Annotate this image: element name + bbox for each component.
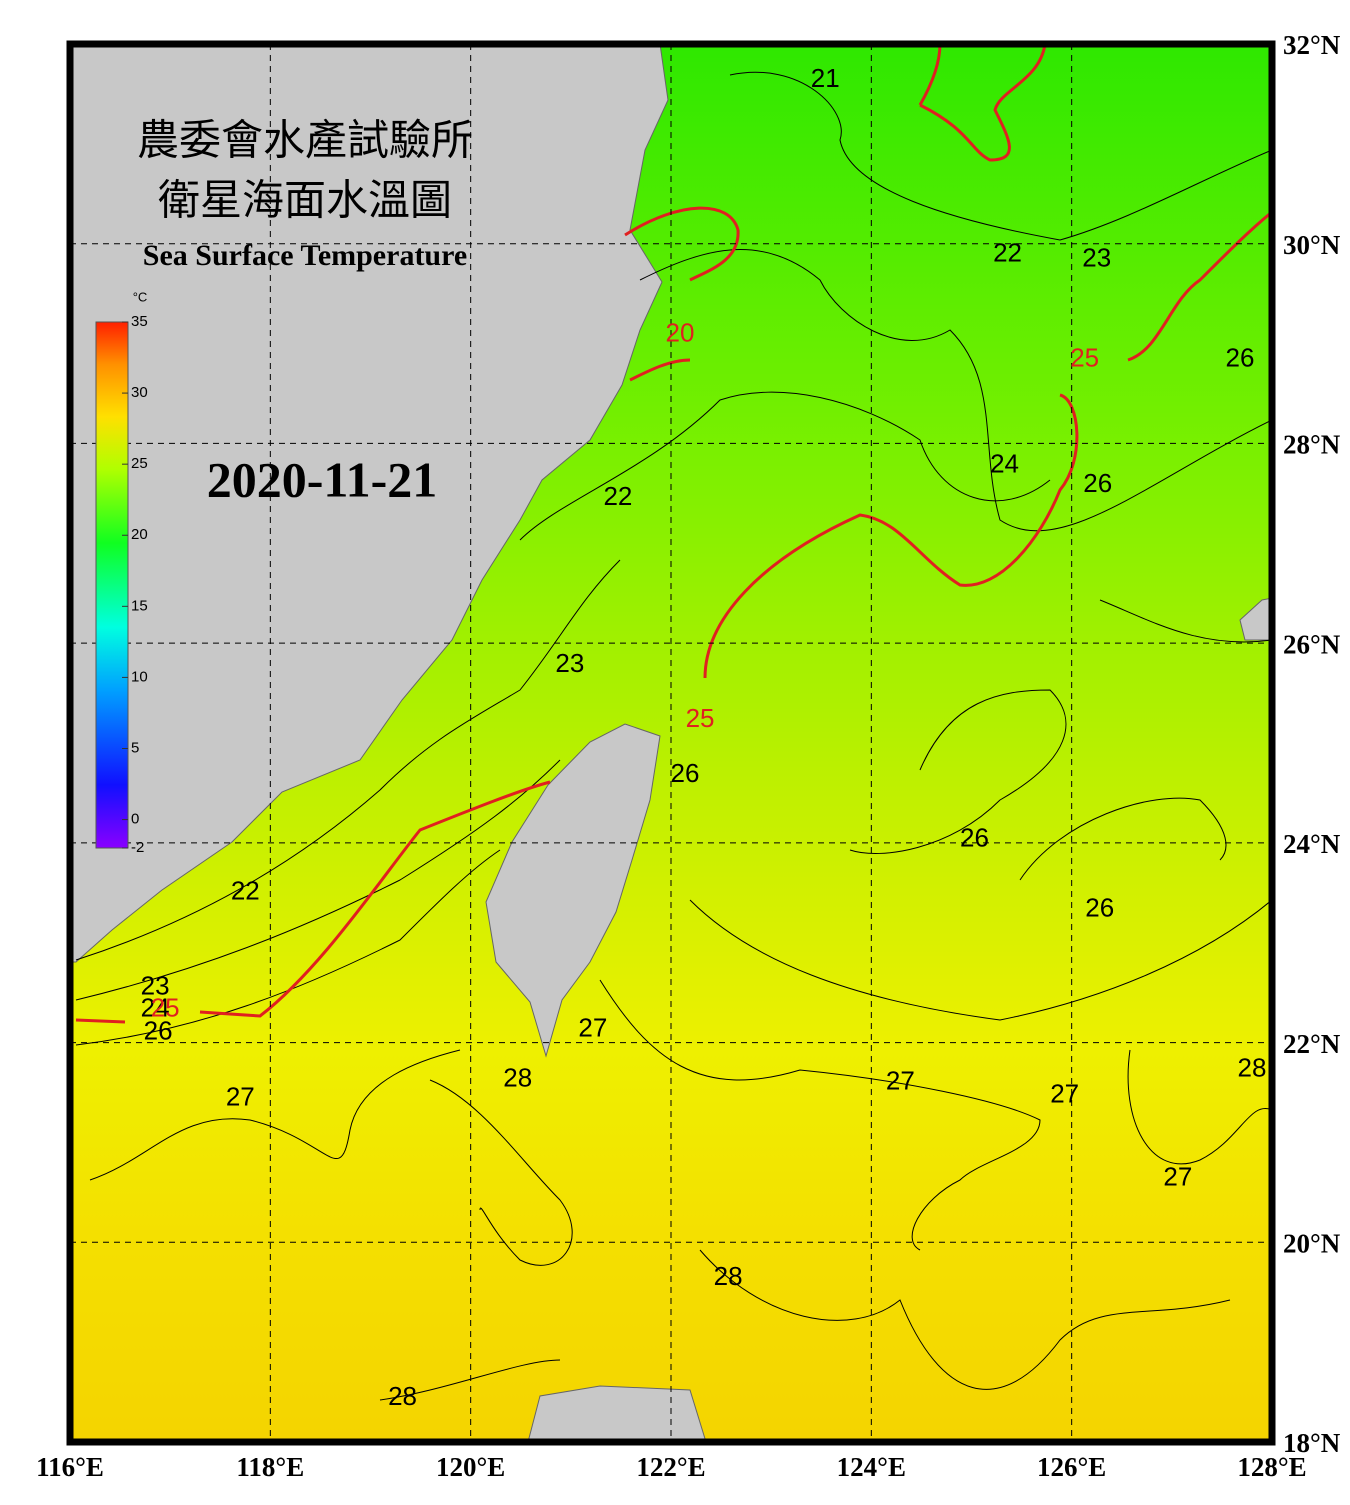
contour-label: 26	[1083, 468, 1112, 498]
lon-tick-label: 122°E	[636, 1452, 705, 1482]
colorbar-tick-label: 35	[131, 313, 148, 330]
land-luzon	[527, 1385, 707, 1442]
contour-label: 25	[1070, 342, 1099, 372]
contour-label: 28	[714, 1261, 743, 1291]
isotherms	[75, 71, 1272, 1401]
colorbar: °C 35 30 25 20 15 10 5 0 -2	[95, 289, 148, 856]
contour-label: 28	[503, 1062, 532, 1092]
contour-label: 27	[1163, 1161, 1192, 1191]
lon-tick-label: 118°E	[236, 1452, 304, 1482]
colorbar-scale	[95, 321, 129, 849]
contour-label: 27	[886, 1065, 915, 1095]
lon-tick-label: 128°E	[1237, 1452, 1306, 1482]
colorbar-tick-label: 20	[131, 526, 148, 543]
lat-tick-label: 28°N	[1283, 430, 1341, 460]
map-frame	[66, 40, 1276, 1446]
contour-label: 27	[226, 1081, 255, 1111]
colorbar-tick-label: 30	[131, 384, 148, 401]
title-zh-1: 農委會水產試驗所	[137, 118, 473, 165]
date: 2020-11-21	[207, 451, 438, 507]
lon-tick-label: 124°E	[837, 1452, 906, 1482]
colorbar-tick-label: 25	[131, 455, 148, 472]
contour-label: 20	[666, 317, 695, 347]
contour-label: 22	[603, 481, 632, 511]
contour-label: 26	[1225, 342, 1254, 372]
contour-label: 26	[144, 1015, 173, 1045]
contour-label: 25	[151, 992, 180, 1022]
lat-tick-label: 18°N	[1283, 1428, 1341, 1458]
contour-label: 23	[555, 648, 584, 678]
contour-label: 27	[1050, 1078, 1079, 1108]
colorbar-tick-label: 5	[131, 739, 139, 756]
land-islands	[1239, 597, 1272, 641]
contour-label: 25	[686, 703, 715, 733]
contour-label: 24	[990, 448, 1019, 478]
contour-label: 22	[993, 238, 1022, 268]
lon-tick-label: 120°E	[436, 1452, 505, 1482]
contour-label: 26	[1085, 893, 1114, 923]
lat-tick-label: 30°N	[1283, 230, 1341, 260]
contour-label: 28	[1238, 1052, 1267, 1082]
title-zh-2: 衛星海面水溫圖	[158, 179, 452, 225]
land-china	[70, 44, 669, 963]
lat-tick-label: 22°N	[1283, 1029, 1341, 1059]
lat-tick-label: 32°N	[1283, 30, 1341, 60]
lon-tick-label: 116°E	[36, 1452, 104, 1482]
lat-tick-label: 24°N	[1283, 829, 1341, 859]
contour-label: 28	[388, 1381, 417, 1411]
contour-label: 26	[960, 823, 989, 853]
title-en: Sea Surface Temperature	[143, 239, 467, 272]
contour-label: 23	[1082, 243, 1111, 273]
land-taiwan	[485, 723, 661, 1058]
colorbar-tick-label: 0	[131, 811, 139, 828]
colorbar-tick-label: -2	[131, 839, 144, 856]
lat-tick-label: 26°N	[1283, 629, 1341, 659]
colorbar-tick-label: 10	[131, 668, 148, 685]
colorbar-unit: °C	[133, 289, 148, 304]
contour-label: 22	[231, 876, 260, 906]
contour-label: 26	[671, 758, 700, 788]
contour-label: 27	[578, 1012, 607, 1042]
contour-label: 21	[811, 63, 840, 93]
lat-tick-label: 20°N	[1283, 1228, 1341, 1258]
colorbar-tick-label: 15	[131, 597, 148, 614]
contour-label: 24	[141, 992, 170, 1022]
contour-label: 23	[141, 971, 170, 1001]
lon-tick-label: 126°E	[1037, 1452, 1106, 1482]
